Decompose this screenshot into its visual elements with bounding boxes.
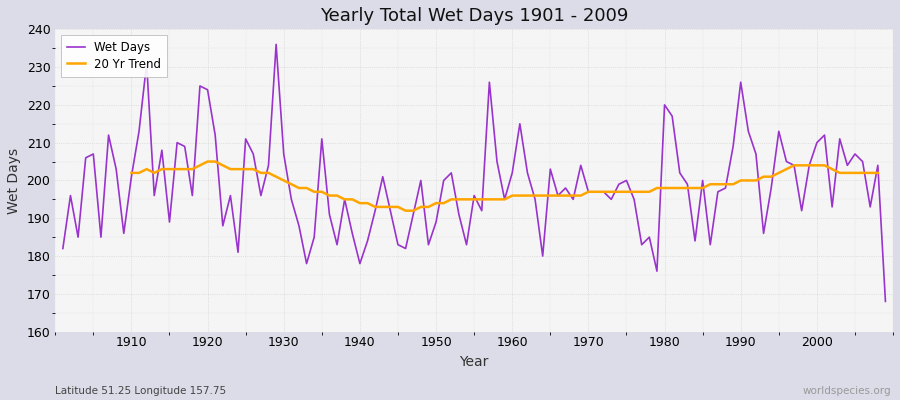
- Title: Yearly Total Wet Days 1901 - 2009: Yearly Total Wet Days 1901 - 2009: [320, 7, 628, 25]
- 20 Yr Trend: [400, 208, 411, 213]
- Line: 20 Yr Trend: 20 Yr Trend: [131, 162, 877, 211]
- 20 Yr Trend: [537, 193, 548, 198]
- 20 Yr Trend: [126, 170, 137, 175]
- 20 Yr Trend: [728, 182, 739, 187]
- 20 Yr Trend: [515, 193, 526, 198]
- Wet Days: [271, 42, 282, 47]
- Wet Days: [507, 170, 517, 175]
- Wet Days: [293, 224, 304, 228]
- 20 Yr Trend: [309, 189, 320, 194]
- Legend: Wet Days, 20 Yr Trend: Wet Days, 20 Yr Trend: [61, 35, 167, 76]
- Text: Latitude 51.25 Longitude 157.75: Latitude 51.25 Longitude 157.75: [55, 386, 227, 396]
- Wet Days: [119, 231, 130, 236]
- Y-axis label: Wet Days: Wet Days: [7, 147, 21, 214]
- 20 Yr Trend: [202, 159, 213, 164]
- Wet Days: [515, 121, 526, 126]
- Wet Days: [58, 246, 68, 251]
- Wet Days: [606, 197, 616, 202]
- Line: Wet Days: Wet Days: [63, 44, 886, 302]
- 20 Yr Trend: [872, 170, 883, 175]
- 20 Yr Trend: [331, 193, 342, 198]
- Wet Days: [880, 299, 891, 304]
- Wet Days: [339, 197, 350, 202]
- X-axis label: Year: Year: [460, 355, 489, 369]
- 20 Yr Trend: [362, 201, 373, 206]
- Text: worldspecies.org: worldspecies.org: [803, 386, 891, 396]
